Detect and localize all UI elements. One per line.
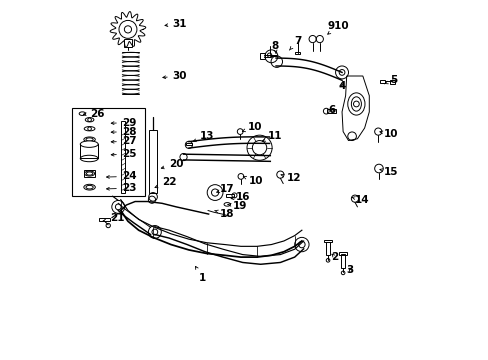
Bar [149,130,156,193]
Text: 17: 17 [216,184,234,194]
Text: 8: 8 [271,41,278,53]
Bar [260,53,264,59]
Text: 10: 10 [242,122,262,132]
Text: 26: 26 [83,109,104,119]
Text: 28: 28 [111,127,136,136]
Text: 11: 11 [262,131,282,141]
Text: 10: 10 [379,129,397,139]
Bar [72,108,145,196]
Text: 22: 22 [155,177,176,188]
Text: 23: 23 [106,183,136,193]
Text: 25: 25 [111,149,136,159]
Bar [325,242,329,255]
Text: 31: 31 [164,19,187,29]
Bar [326,109,335,113]
Bar [99,219,110,221]
Ellipse shape [347,93,364,115]
Text: 29: 29 [111,118,136,128]
Text: 12: 12 [281,173,301,183]
Bar [121,121,125,193]
Text: 16: 16 [231,192,249,202]
Bar [123,40,132,46]
Text: 24: 24 [106,171,136,181]
Ellipse shape [80,141,98,147]
Text: 910: 910 [327,21,348,34]
Text: 10: 10 [243,176,263,186]
Bar [185,143,191,145]
Text: 27: 27 [111,136,136,146]
Bar [339,252,346,255]
Text: 20: 20 [161,159,183,169]
Bar [83,170,95,177]
Bar [324,239,331,242]
Text: 13: 13 [193,131,214,141]
Text: 6: 6 [328,105,335,115]
Text: 2: 2 [330,252,338,262]
Text: 18: 18 [214,209,234,219]
Text: 30: 30 [163,71,187,81]
Bar [379,80,384,83]
Bar [294,52,300,54]
Bar [341,254,344,268]
Text: 19: 19 [227,201,247,211]
Text: 3: 3 [346,265,353,275]
Text: 15: 15 [379,167,397,177]
Bar [389,80,394,84]
Bar [225,194,233,197]
Text: 14: 14 [351,195,369,205]
Text: 5: 5 [384,75,396,85]
Text: 1: 1 [195,266,205,283]
Text: 7: 7 [289,36,301,50]
Bar [80,144,98,158]
Text: 21: 21 [103,213,124,223]
Text: 4: 4 [338,81,345,91]
